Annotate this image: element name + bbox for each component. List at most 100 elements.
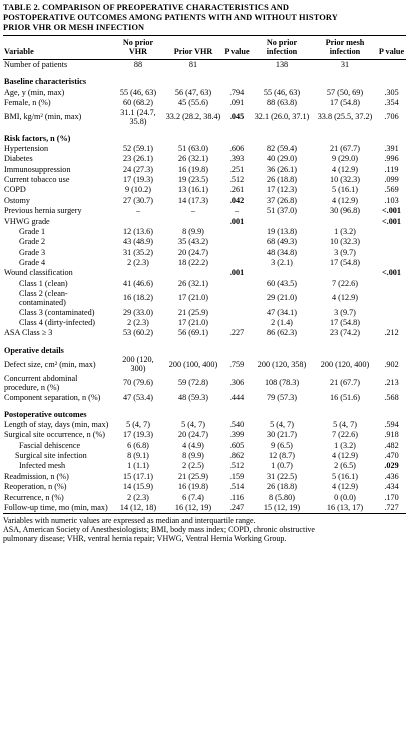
header-p-value: P value xyxy=(223,35,251,60)
prior-mesh-infection-cell: 3 (9.7) xyxy=(334,307,356,317)
table-row: Class 3 (contaminated) 29 (33.0) 21 (25.9)… xyxy=(3,307,406,317)
p-value-cell: .227 xyxy=(229,328,245,338)
no-prior-vhr-cell: 29 (33.0) xyxy=(122,307,153,317)
header-prior-mesh-infection: Prior mesh infection xyxy=(313,35,377,60)
table-row: ASA Class ≥ 3 53 (60.2) 56 (69.1) .227 86 (6… xyxy=(3,328,406,338)
no-prior-infection-cell: 29 (21.0) xyxy=(266,293,297,303)
p-value-cell: .212 xyxy=(384,328,399,338)
no-prior-vhr-cell: 24 (27.3) xyxy=(122,164,153,174)
p-value-cell: .996 xyxy=(384,154,399,164)
prior-mesh-infection-cell: 5 (16.1) xyxy=(332,185,358,195)
no-prior-infection-cell: 26 (18.8) xyxy=(266,174,297,184)
row-label: Grade 3 xyxy=(19,247,46,257)
prior-vhr-cell: 17 (21.0) xyxy=(177,318,208,327)
p-value-cell: .605 xyxy=(229,440,245,450)
p-value-cell xyxy=(377,289,406,307)
table-row: Hypertension 52 (59.1) 51 (63.0) .606 82 (59… xyxy=(3,143,406,153)
table-row: Female, n (%) 60 (68.2) 45 (55.6) .091 88 (6… xyxy=(3,97,406,107)
p-value-cell xyxy=(223,257,251,267)
no-prior-infection-cell: 12 (8.7) xyxy=(269,451,295,461)
prior-mesh-infection-cell: 4 (12.9) xyxy=(332,451,358,461)
prior-vhr-cell: 59 (72.8) xyxy=(177,378,208,388)
row-label: Female, n (%) xyxy=(4,98,51,107)
p-value-cell xyxy=(223,59,251,70)
no-prior-infection-cell: 31 (22.5) xyxy=(266,471,297,481)
table-row: Follow-up time, mo (min, max) 14 (12, 18)… xyxy=(3,502,406,514)
table-row: Surgical site occurrence, n (%) 17 (19.3)… xyxy=(3,430,406,440)
no-prior-infection-cell: 88 (63.8) xyxy=(266,98,297,107)
p-value-cell: .119 xyxy=(384,164,399,174)
row-label: COPD xyxy=(4,185,26,195)
p-value-cell: .393 xyxy=(229,154,245,164)
prior-mesh-infection-cell: 200 (120, 400) xyxy=(320,359,370,369)
no-prior-infection-cell: 82 (59.4) xyxy=(266,143,297,153)
table-row: Grade 2 43 (48.9) 35 (43.2) 68 (49.3) 10 (32… xyxy=(3,237,406,247)
section-heading: Baseline characteristics xyxy=(4,77,87,87)
no-prior-infection-cell xyxy=(251,216,313,226)
p-value-cell: .042 xyxy=(229,195,245,205)
table-row: Grade 4 2 (2.3) 18 (22.2) 3 (2.1) 17 (54.8) xyxy=(3,257,406,267)
prior-mesh-infection-cell: 7 (22.6) xyxy=(332,278,358,288)
row-label: Wound classification xyxy=(4,268,73,278)
table-row: Grade 1 12 (13.6) 8 (9.9) 19 (13.8) 1 (3.2) xyxy=(3,226,406,236)
p-value-cell: .103 xyxy=(384,195,399,205)
no-prior-infection-cell: 1 (0.7) xyxy=(271,461,293,471)
section-row: Risk factors, n (%) xyxy=(3,126,406,143)
footnote: Variables with numeric values are expres… xyxy=(3,515,256,525)
no-prior-vhr-cell: 60 (68.2) xyxy=(122,98,153,107)
p-value-cell xyxy=(223,237,251,247)
table-body: Number of patients 88 81 138 31 Baseline char… xyxy=(3,59,406,514)
no-prior-infection-cell: 68 (49.3) xyxy=(266,237,297,247)
p-value-cell: .512 xyxy=(229,461,245,471)
p-value-cell: .482 xyxy=(384,440,399,450)
table-row: VHWG grade .001 <.001 xyxy=(3,216,406,226)
no-prior-infection-cell: 138 xyxy=(275,60,289,70)
p-value-cell: .594 xyxy=(384,419,399,429)
table-row: Infected mesh 1 (1.1) 2 (2.5) .512 1 (0.7) 2 … xyxy=(3,461,406,471)
table-row: Ostomy 27 (30.7) 14 (17.3) .042 37 (26.8) 4 (… xyxy=(3,195,406,205)
no-prior-infection-cell: 8 (5.80) xyxy=(269,492,295,502)
footnote: pulmonary disease; VHR, ventral hernia r… xyxy=(3,534,287,544)
p-value-cell: .470 xyxy=(384,451,399,461)
table-row: Readmission, n (%) 15 (17.1) 21 (25.9) .159… xyxy=(3,471,406,481)
p-value-cell: .261 xyxy=(229,185,245,195)
row-label: ASA Class ≥ 3 xyxy=(4,328,53,338)
p-value-cell: .434 xyxy=(384,482,399,492)
prior-vhr-cell: 45 (55.6) xyxy=(177,98,208,107)
prior-mesh-infection-cell: 21 (67.7) xyxy=(329,378,360,388)
p-value-cell xyxy=(377,278,406,288)
prior-mesh-infection-cell: 17 (54.8) xyxy=(329,318,360,327)
section-heading: Postoperative outcomes xyxy=(4,409,87,419)
p-value-cell xyxy=(377,307,406,317)
prior-vhr-cell: 2 (2.5) xyxy=(182,461,204,471)
table-footnotes: Variables with numeric values are expres… xyxy=(3,516,406,543)
p-value-cell xyxy=(223,226,251,236)
p-value-cell: .029 xyxy=(384,461,399,471)
prior-vhr-cell: 14 (17.3) xyxy=(177,195,208,205)
table-title: TABLE 2. COMPARISON OF PREOPERATIVE CHAR… xyxy=(3,3,406,32)
p-value-cell: .540 xyxy=(229,419,245,429)
no-prior-vhr-cell: 31.1 (24.7, 35.8) xyxy=(120,107,156,126)
row-label: VHWG grade xyxy=(4,216,50,226)
row-label: Ostomy xyxy=(4,195,30,205)
no-prior-vhr-cell: 41 (46.6) xyxy=(122,278,153,288)
no-prior-infection-cell: 9 (6.5) xyxy=(271,440,293,450)
table-row: Previous hernia surgery – – – 51 (37.0) 30 (9… xyxy=(3,206,406,216)
prior-mesh-infection-cell: 30 (96.8) xyxy=(329,206,360,216)
p-value-cell: .902 xyxy=(384,359,399,369)
p-value-cell xyxy=(223,278,251,288)
prior-vhr-cell: 8 (9.9) xyxy=(182,226,204,236)
p-value-cell: .247 xyxy=(223,502,251,514)
table-row: Surgical site infection 8 (9.1) 8 (9.9) .86… xyxy=(3,451,406,461)
prior-mesh-infection-cell: 23 (74.2) xyxy=(329,328,360,338)
row-label: BMI, kg/m² (min, max) xyxy=(4,112,82,122)
prior-mesh-infection-cell: 33.8 (25.5, 37.2) xyxy=(317,112,373,122)
prior-mesh-infection-cell: 5 (4, 7) xyxy=(333,419,357,429)
prior-vhr-cell: 6 (7.4) xyxy=(182,492,204,502)
table-row: Current tobacco use 17 (19.3) 19 (23.5) .51… xyxy=(3,174,406,184)
table-row: Diabetes 23 (26.1) 26 (32.1) .393 40 (29.0) 9… xyxy=(3,154,406,164)
no-prior-infection-cell: 86 (62.3) xyxy=(266,328,297,338)
no-prior-infection-cell: 79 (57.3) xyxy=(266,392,297,402)
p-value-cell: .727 xyxy=(377,502,406,514)
prior-vhr-cell: 16 (19.8) xyxy=(177,164,208,174)
